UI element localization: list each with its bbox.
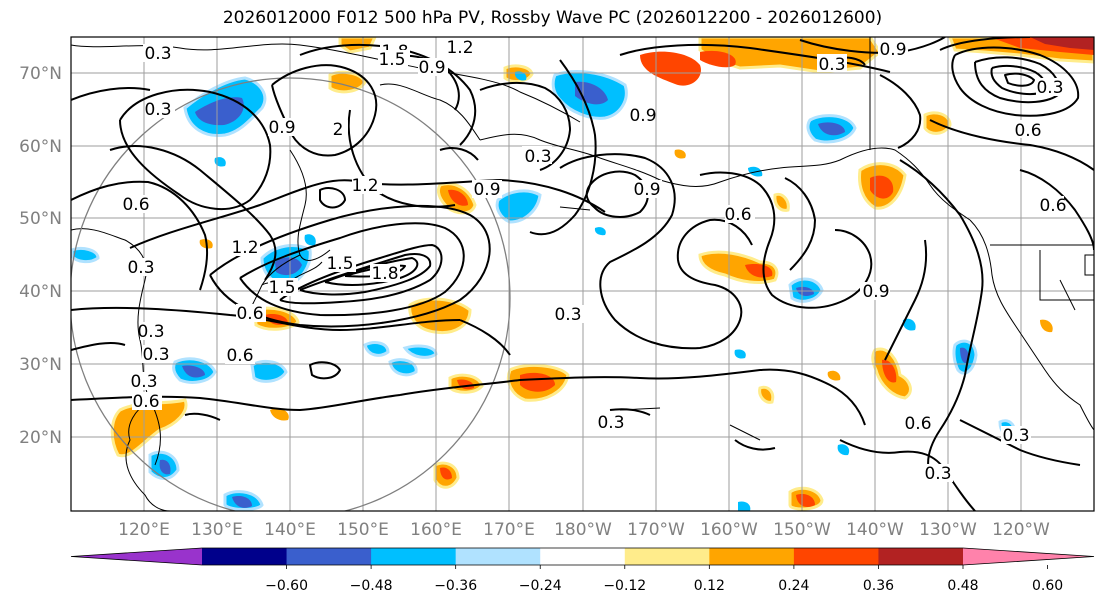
colorbar-segment: [878, 548, 964, 565]
contour-label: 0.6: [132, 392, 159, 412]
colorbar-tick-label: 0.12: [694, 578, 725, 594]
latitude-labels: 70°N 60°N 50°N 40°N 30°N 20°N: [19, 64, 62, 448]
lat-label-70n: 70°N: [19, 64, 62, 84]
contour-label: 0.3: [1002, 426, 1029, 446]
contour-label: 0.9: [418, 58, 445, 78]
colorbar-extend-low: [71, 548, 202, 565]
lat-label-20n: 20°N: [19, 428, 62, 448]
contour-label: 0.3: [924, 464, 951, 484]
contour-label: 0.6: [236, 304, 263, 324]
colorbar-tick-label: −0.12: [603, 578, 646, 594]
longitude-labels: 120°E 130°E 140°E 150°E 160°E 170°E 180°…: [118, 520, 1050, 540]
lat-label-60n: 60°N: [19, 137, 62, 157]
lon-label: 170°W: [627, 520, 685, 540]
contour-label: 0.9: [879, 40, 906, 60]
colorbar-tick-label: 0.36: [863, 578, 894, 594]
contour-label: 0.3: [142, 345, 169, 365]
contour-label: 0.9: [629, 106, 656, 126]
colorbar-segment: [709, 548, 795, 565]
contour-label: 1.8: [371, 264, 398, 284]
contour-label: 0.9: [633, 180, 660, 200]
lon-label: 120°E: [118, 520, 170, 540]
lon-label: 150°E: [337, 520, 389, 540]
colorbar-segment: [202, 548, 288, 565]
colorbar-segment: [540, 548, 626, 565]
lon-label: 160°W: [700, 520, 758, 540]
colorbar-tick-label: 0.48: [947, 578, 978, 594]
contour-label: 0.3: [597, 413, 624, 433]
lon-label: 130°E: [191, 520, 243, 540]
positive-anomaly-fill: [110, 37, 1094, 511]
colorbar-segment: [286, 548, 372, 565]
colorbar-tick-label: 0.60: [1032, 578, 1063, 594]
contour-label: 0.9: [862, 282, 889, 302]
colorbar-extend-high: [963, 548, 1094, 565]
colorbar-tick-label: −0.48: [350, 578, 393, 594]
contour-label: 0.6: [1039, 196, 1066, 216]
contour-label: 0.3: [144, 44, 171, 64]
colorbar-segment: [793, 548, 879, 565]
contour-label: 1.2: [446, 38, 473, 58]
contour-label: 0.9: [473, 180, 500, 200]
contour-label: 0.3: [1036, 78, 1063, 98]
contour-label: 0.3: [130, 372, 157, 392]
contour-label: 1.5: [268, 278, 295, 298]
lat-label-50n: 50°N: [19, 209, 62, 229]
lat-label-30n: 30°N: [19, 355, 62, 375]
lon-label: 180°W: [554, 520, 612, 540]
map-title: 2026012000 F012 500 hPa PV, Rossby Wave …: [222, 8, 883, 28]
colorbar-tick-label: −0.24: [519, 578, 562, 594]
contour-label: 0.9: [268, 118, 295, 138]
contour-label: 1.5: [378, 50, 405, 70]
contour-label: 0.6: [1014, 121, 1041, 141]
lon-label: 130°W: [919, 520, 977, 540]
contour-label: 0.3: [554, 305, 581, 325]
map-frame: [70, 36, 1095, 512]
colorbar-tick-label: −0.60: [265, 578, 308, 594]
lon-label: 140°E: [264, 520, 316, 540]
colorbar-tick-label: −0.36: [434, 578, 477, 594]
colorbar-tick-label: 0.24: [778, 578, 809, 594]
lon-label: 140°W: [846, 520, 904, 540]
rossby-wave-radius-circle: [71, 77, 511, 511]
contour-label: 0.3: [144, 100, 171, 120]
contour-label: 1.2: [351, 176, 378, 196]
contour-label: 0.3: [818, 55, 845, 75]
colorbar: −0.60 −0.48 −0.36 −0.24 −0.12 0.12 0.24 0.36 0.4…: [70, 547, 1095, 594]
contour-label: 2: [333, 120, 344, 140]
contour-label: 0.3: [127, 258, 154, 278]
colorbar-outline: [70, 547, 1095, 566]
lon-label: 160°E: [410, 520, 462, 540]
contour-label: 0.3: [524, 147, 551, 167]
colorbar-segment: [624, 548, 710, 565]
contour-label: 0.6: [724, 205, 751, 225]
lon-label: 150°W: [773, 520, 831, 540]
contour-labels: 0.3 1.8 1.5 1.2 0.9 0.3 0.3 0.9 2 0.3 0.…: [122, 38, 1067, 484]
contour-label: 0.6: [226, 346, 253, 366]
lon-label: 120°W: [992, 520, 1050, 540]
contour-label: 0.6: [122, 195, 149, 215]
lon-label: 170°E: [483, 520, 535, 540]
contour-label: 0.6: [904, 414, 931, 434]
colorbar-segment: [371, 548, 457, 565]
contour-label: 1.2: [231, 238, 258, 258]
lat-label-40n: 40°N: [19, 282, 62, 302]
contour-label: 0.3: [137, 322, 164, 342]
contour-label: 1.5: [326, 254, 353, 274]
colorbar-segment: [455, 548, 541, 565]
